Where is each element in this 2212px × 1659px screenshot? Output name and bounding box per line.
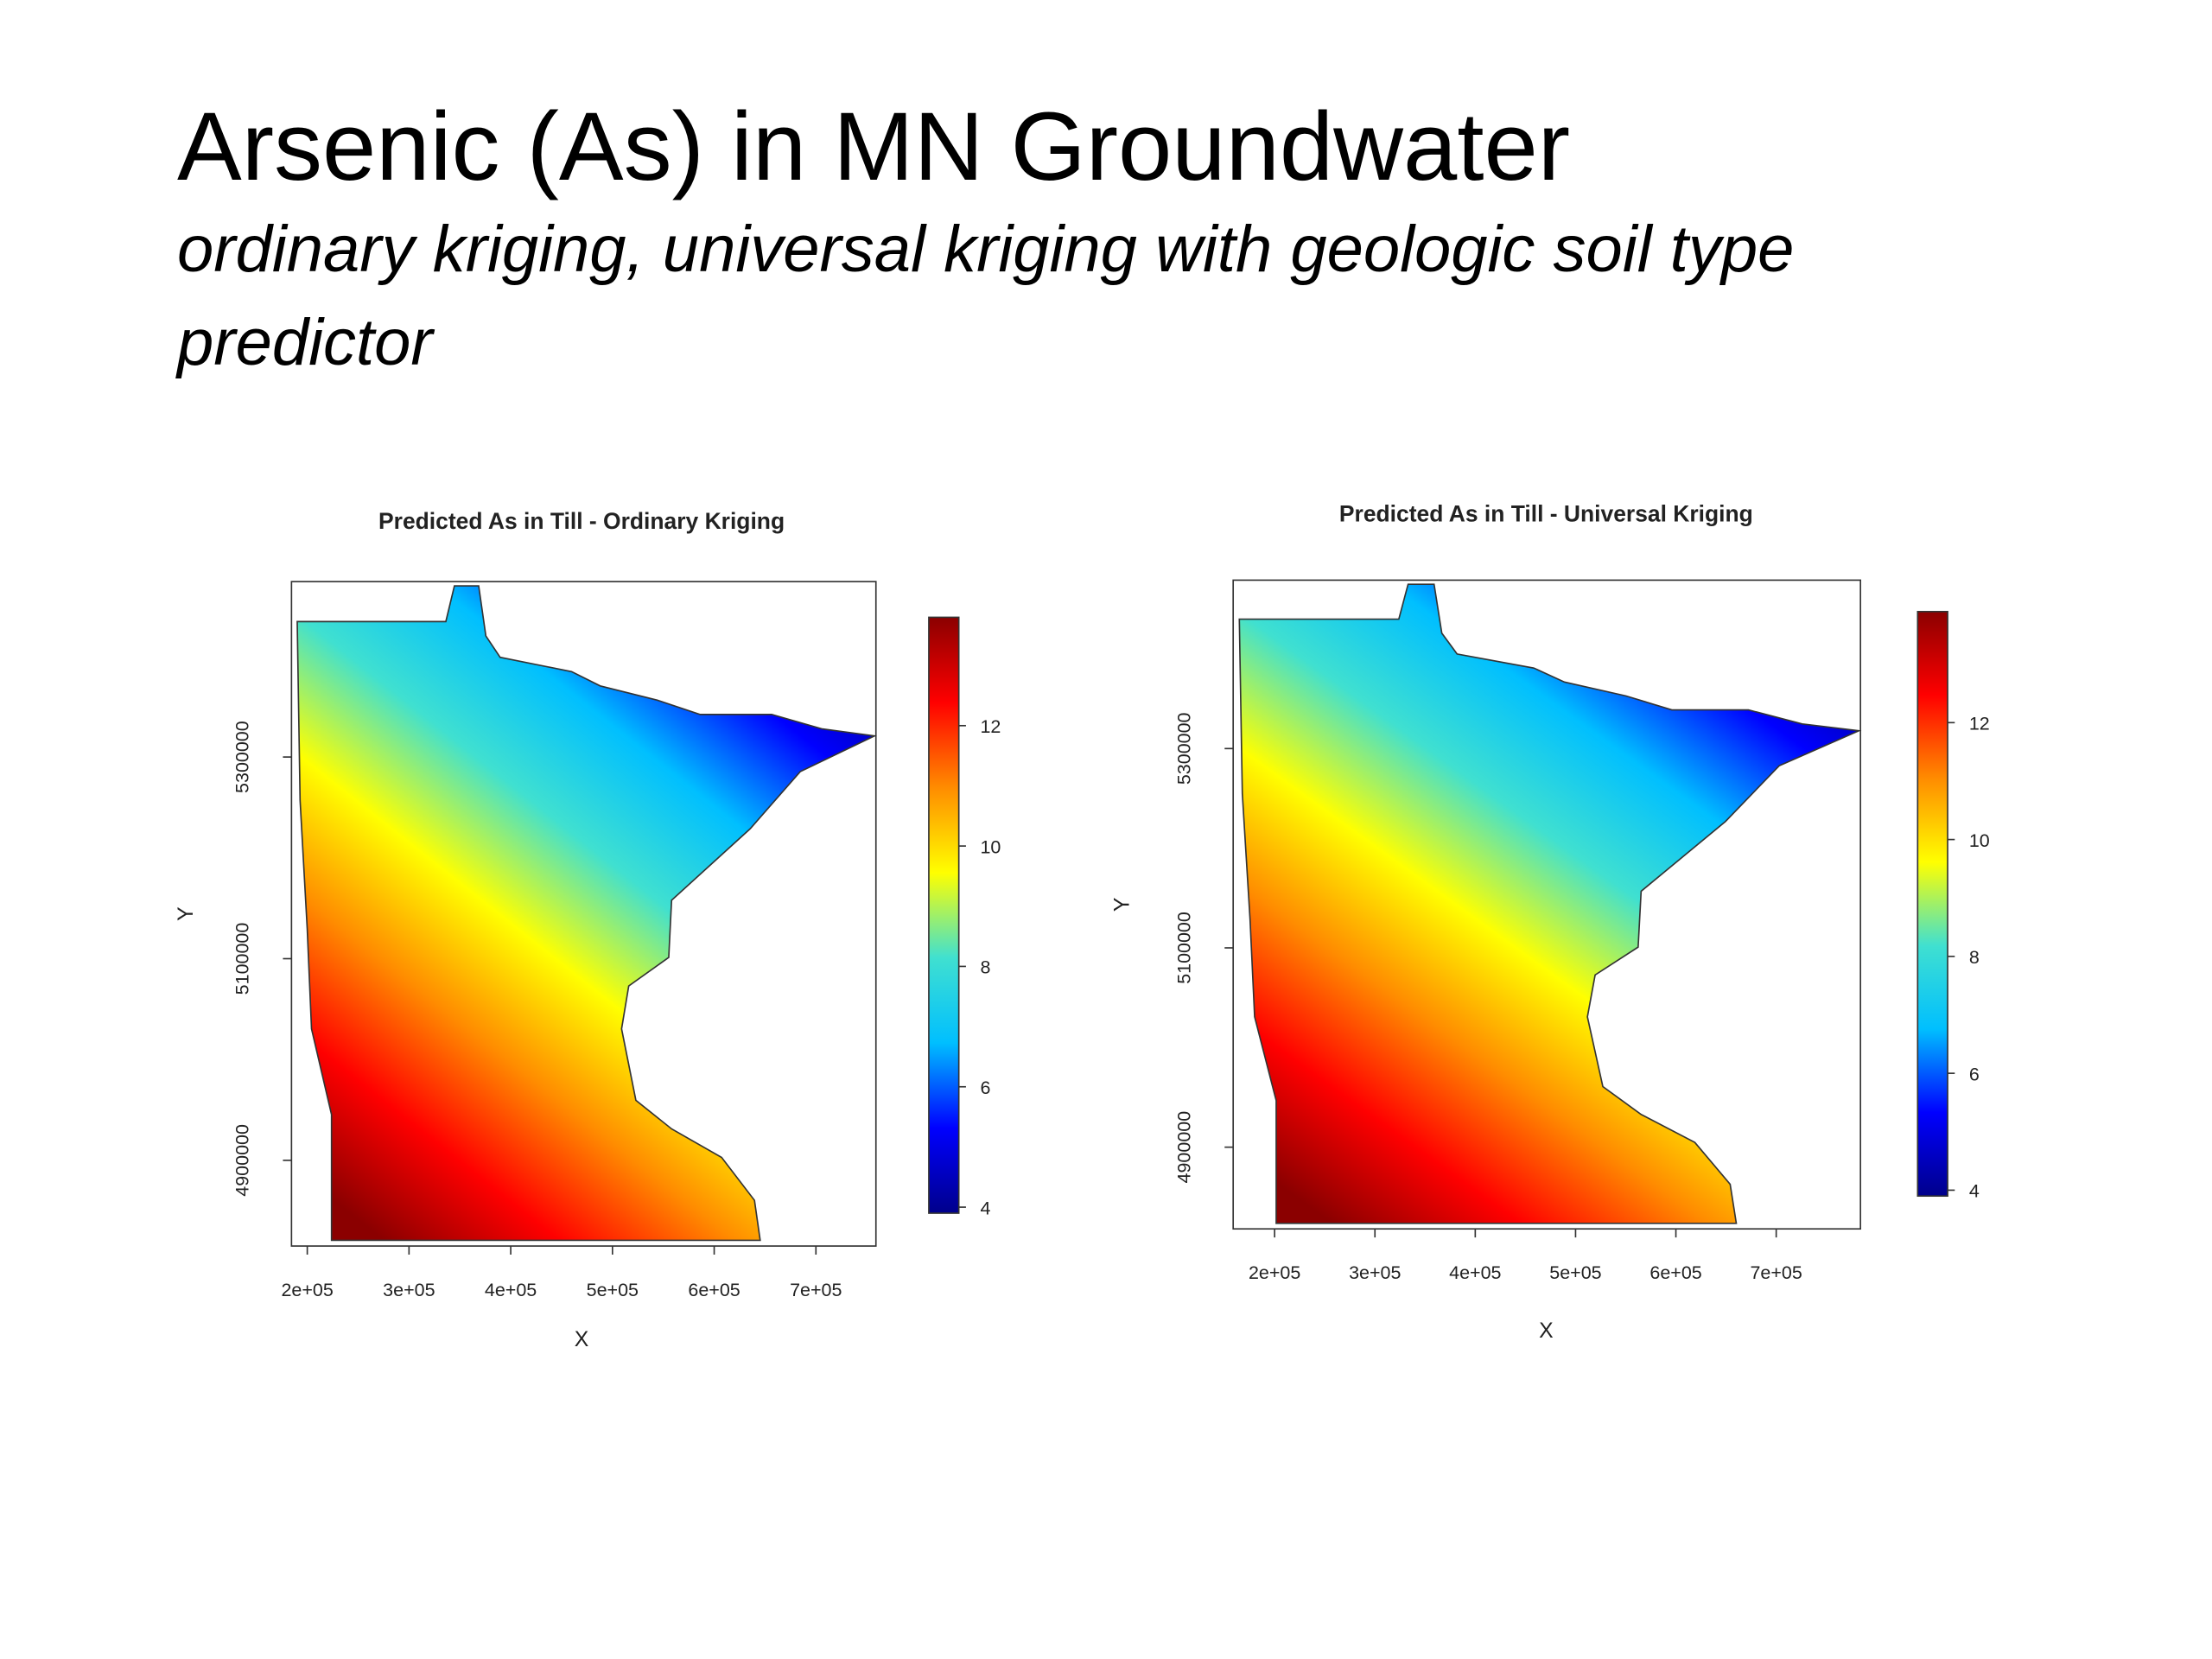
chart-title: Predicted As in Till - Ordinary Kriging	[378, 508, 785, 534]
plot-frame	[1232, 579, 1862, 1230]
y-axis-label: Y	[1110, 898, 1134, 912]
slide-subtitle: ordinary kriging, universal kriging with…	[177, 213, 1795, 379]
colorbar-tick-label: 6	[1969, 1064, 1980, 1084]
colorbar	[1916, 610, 1948, 1198]
y-tick-label: 5300000	[232, 721, 253, 793]
colorbar-tick-label: 10	[980, 836, 1001, 857]
colorbar-tick-label: 8	[1969, 947, 1980, 968]
x-tick-label: 3e+05	[1349, 1262, 1401, 1283]
map-field	[1238, 583, 1862, 1224]
y-tick-label: 5100000	[1174, 912, 1195, 984]
colorbar-tick-label: 10	[1969, 830, 1990, 851]
y-tick-label: 4900000	[232, 1124, 253, 1197]
y-axis-label: Y	[175, 906, 198, 921]
x-axis-label: X	[575, 1328, 589, 1351]
colorbar-tick-label: 4	[1969, 1181, 1980, 1202]
x-tick-label: 7e+05	[1750, 1262, 1802, 1283]
colorbar-tick-label: 12	[980, 716, 1001, 737]
x-tick-label: 3e+05	[383, 1280, 435, 1300]
colorbar-tick-label: 4	[980, 1198, 990, 1218]
colorbar-tick-label: 6	[980, 1077, 990, 1098]
x-tick-label: 2e+05	[281, 1280, 333, 1300]
slide-header: Arsenic (As) in MN Groundwater ordinary …	[177, 91, 2035, 390]
y-tick-label: 5100000	[232, 923, 253, 995]
x-tick-label: 7e+05	[790, 1280, 842, 1300]
y-tick-label: 4900000	[1174, 1111, 1195, 1184]
colorbar-tick-label: 12	[1969, 714, 1990, 734]
x-tick-label: 5e+05	[1549, 1262, 1601, 1283]
slide-title: Arsenic (As) in MN Groundwater	[177, 92, 1571, 200]
y-tick-label: 5300000	[1174, 712, 1195, 785]
x-tick-label: 4e+05	[485, 1280, 537, 1300]
x-tick-label: 4e+05	[1449, 1262, 1501, 1283]
chart-title: Predicted As in Till - Universal Kriging	[1339, 501, 1753, 527]
plot-frame	[290, 581, 877, 1247]
x-axis-label: X	[1539, 1319, 1554, 1343]
x-tick-label: 5e+05	[587, 1280, 639, 1300]
x-tick-label: 6e+05	[688, 1280, 740, 1300]
x-tick-label: 6e+05	[1649, 1262, 1701, 1283]
colorbar-tick-label: 8	[980, 957, 990, 978]
colorbar	[928, 616, 960, 1214]
map-field	[296, 585, 877, 1242]
x-tick-label: 2e+05	[1249, 1262, 1300, 1283]
